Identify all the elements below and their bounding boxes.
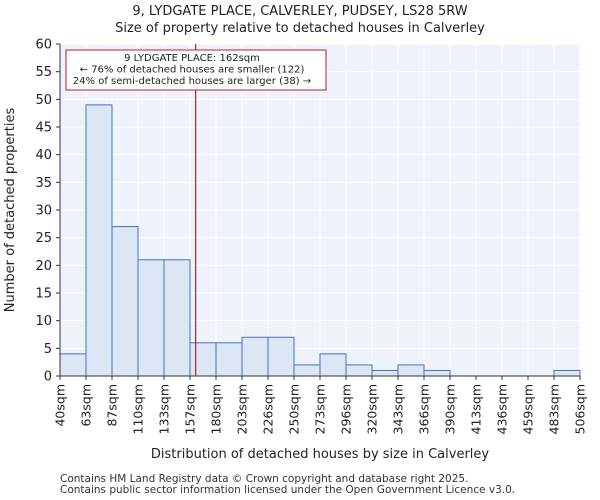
y-tick-label: 10 bbox=[35, 314, 52, 329]
histogram-bar bbox=[59, 353, 87, 377]
annotation-line: 24% of semi-detached houses are larger (… bbox=[73, 76, 311, 87]
footer-licence: Contains public sector information licen… bbox=[60, 484, 516, 496]
x-tick-label: 483sqm bbox=[547, 384, 562, 434]
y-axis-label: Number of detached properties bbox=[3, 108, 18, 313]
histogram-bar bbox=[371, 369, 399, 377]
x-tick-label: 110sqm bbox=[131, 384, 146, 434]
y-tick-label: 0 bbox=[44, 370, 52, 385]
y-tick-label: 20 bbox=[35, 259, 52, 274]
x-tick-label: 226sqm bbox=[261, 384, 276, 434]
x-tick-label: 320sqm bbox=[365, 384, 380, 434]
annotation-line: 9 LYDGATE PLACE: 162sqm bbox=[124, 53, 260, 64]
histogram-bar bbox=[319, 353, 347, 377]
x-tick-label: 413sqm bbox=[469, 384, 484, 434]
x-tick-label: 343sqm bbox=[391, 384, 406, 434]
y-tick-label: 45 bbox=[35, 121, 52, 136]
x-tick-label: 390sqm bbox=[443, 384, 458, 434]
x-tick-label: 436sqm bbox=[495, 384, 510, 434]
x-tick-label: 180sqm bbox=[209, 384, 224, 434]
histogram-bar bbox=[85, 104, 113, 377]
x-tick-label: 157sqm bbox=[183, 384, 198, 434]
x-tick-label: 87sqm bbox=[105, 384, 120, 427]
histogram-bar bbox=[293, 364, 321, 377]
histogram-bar bbox=[189, 342, 217, 377]
histogram-bar bbox=[267, 336, 295, 377]
chart-subtitle: Size of property relative to detached ho… bbox=[115, 21, 485, 36]
histogram-bar bbox=[163, 259, 191, 377]
y-tick-label: 25 bbox=[35, 231, 52, 246]
x-tick-label: 133sqm bbox=[157, 384, 172, 434]
annotation-box bbox=[65, 49, 327, 91]
x-tick-label: 273sqm bbox=[313, 384, 328, 434]
histogram-bar bbox=[241, 336, 269, 377]
footer-copyright: Contains HM Land Registry data © Crown c… bbox=[60, 473, 469, 485]
x-tick-label: 366sqm bbox=[417, 384, 432, 434]
y-tick-label: 30 bbox=[35, 204, 52, 219]
x-tick-label: 63sqm bbox=[79, 384, 94, 427]
chart-title: 9, LYDGATE PLACE, CALVERLEY, PUDSEY, LS2… bbox=[132, 4, 468, 19]
y-tick-label: 50 bbox=[35, 93, 52, 108]
x-tick-label: 203sqm bbox=[235, 384, 250, 434]
y-tick-label: 35 bbox=[35, 176, 52, 191]
histogram-bar bbox=[111, 226, 139, 377]
y-tick-label: 15 bbox=[35, 287, 52, 302]
x-tick-label: 506sqm bbox=[573, 384, 588, 434]
histogram-bar bbox=[215, 342, 243, 377]
histogram-bar bbox=[423, 369, 451, 377]
histogram-bar bbox=[137, 259, 165, 377]
y-tick-label: 5 bbox=[44, 342, 52, 357]
x-tick-label: 250sqm bbox=[287, 384, 302, 434]
histogram-bar bbox=[397, 364, 425, 377]
x-tick-label: 40sqm bbox=[53, 384, 68, 427]
y-tick-label: 60 bbox=[35, 38, 52, 53]
histogram-bar bbox=[345, 364, 373, 377]
x-tick-label: 296sqm bbox=[339, 384, 354, 434]
y-tick-label: 55 bbox=[35, 65, 52, 80]
histogram-bar bbox=[553, 369, 581, 377]
x-axis-label: Distribution of detached houses by size … bbox=[151, 447, 490, 462]
annotation-line: ← 76% of detached houses are smaller (12… bbox=[80, 65, 305, 76]
y-tick-label: 40 bbox=[35, 148, 52, 163]
x-tick-label: 459sqm bbox=[521, 384, 536, 434]
